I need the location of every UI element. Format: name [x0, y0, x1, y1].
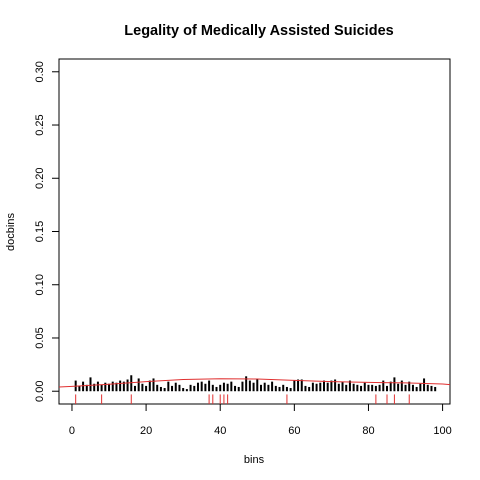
chart-title: Legality of Medically Assisted Suicides	[124, 23, 393, 39]
bars	[74, 375, 437, 392]
y-tick-label: 0.15	[34, 221, 46, 242]
x-tick-label: 60	[288, 425, 300, 437]
y-tick-label: 0.25	[34, 114, 46, 135]
y-tick-label: 0.05	[34, 327, 46, 348]
y-tick-label: 0.30	[34, 61, 46, 82]
smooth-curve	[58, 378, 451, 388]
x-tick-label: 80	[362, 425, 374, 437]
rug-marks	[75, 394, 410, 404]
y-tick-label: 0.20	[34, 168, 46, 189]
x-axis: 0 20 40 60 80 100	[69, 403, 452, 437]
x-tick-label: 100	[433, 425, 451, 437]
y-axis: 0.00 0.05 0.10 0.15 0.20 0.25 0.30	[34, 61, 60, 402]
y-tick-label: 0.10	[34, 274, 46, 295]
x-tick-label: 20	[140, 425, 152, 437]
plot-frame	[58, 58, 451, 405]
smooth-curve-line	[58, 378, 451, 388]
y-tick-label: 0.00	[34, 381, 46, 402]
x-tick-label: 0	[69, 425, 75, 437]
x-axis-label: bins	[244, 454, 265, 466]
y-axis-label: docbins	[5, 213, 17, 251]
x-tick-label: 40	[214, 425, 226, 437]
